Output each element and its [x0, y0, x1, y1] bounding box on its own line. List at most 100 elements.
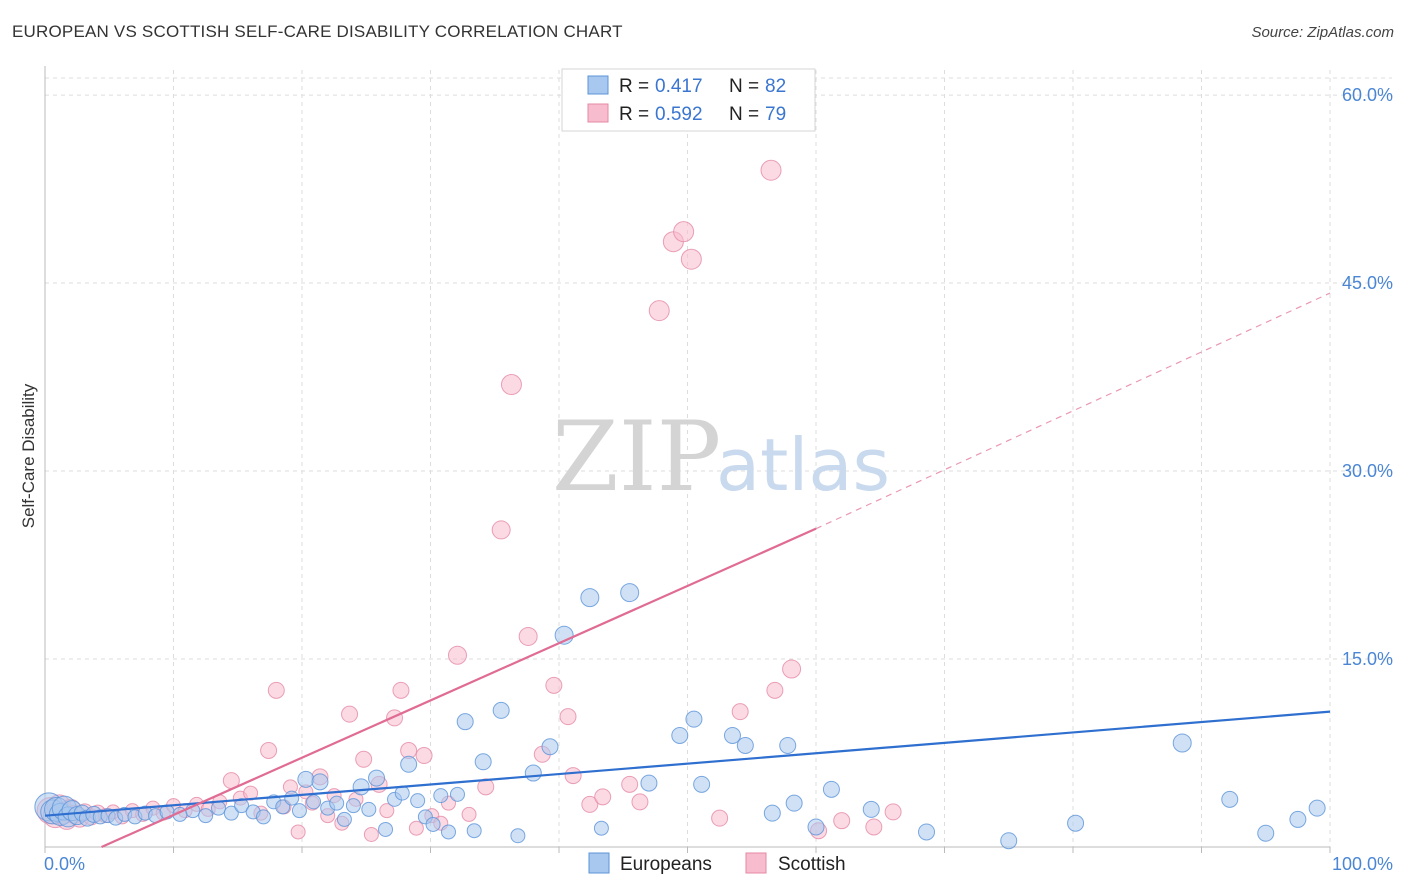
- european-points: [34, 583, 1326, 850]
- european-point: [1067, 814, 1085, 832]
- scottish-point: [363, 826, 379, 842]
- y-axis-label: Self-Care Disability: [19, 383, 38, 528]
- scottish-point: [631, 793, 649, 811]
- european-point: [693, 775, 711, 793]
- y-tick-label: 30.0%: [1342, 461, 1393, 481]
- scottish-point: [766, 681, 784, 699]
- legend-swatch-scottish: [587, 103, 609, 123]
- bottom-legend-scottish: Scottish: [778, 854, 846, 875]
- scottish-point: [711, 809, 729, 827]
- legend-r-label: R =: [619, 104, 649, 125]
- european-point: [510, 828, 526, 844]
- european-point: [456, 713, 474, 731]
- scottish-trend-line: [101, 527, 817, 849]
- european-point: [234, 798, 250, 814]
- european-point: [400, 755, 418, 773]
- european-point: [580, 588, 600, 608]
- scottish-point: [559, 708, 577, 726]
- european-point: [466, 823, 482, 839]
- european-point: [336, 811, 352, 827]
- european-point: [524, 764, 542, 782]
- scottish-point: [260, 742, 278, 760]
- watermark-atlas: atlas: [716, 423, 890, 507]
- bottom-legend-europeans: Europeans: [620, 854, 712, 875]
- european-point: [291, 803, 307, 819]
- scottish-point: [621, 775, 639, 793]
- chart-title: EUROPEAN VS SCOTTISH SELF-CARE DISABILIT…: [12, 22, 623, 41]
- european-point: [1221, 790, 1239, 808]
- european-point: [862, 800, 880, 818]
- legend-n-label: N =: [729, 76, 759, 97]
- x-tick-label: 100.0%: [1332, 854, 1393, 874]
- scottish-point: [447, 645, 467, 665]
- european-point: [620, 583, 640, 603]
- x-tick-labels: 0.0% 100.0%: [44, 854, 1393, 874]
- legend-box: R = 0.417 N = 82 R = 0.592 N = 79: [561, 68, 816, 132]
- y-tick-label: 45.0%: [1342, 273, 1393, 293]
- european-point: [410, 793, 426, 809]
- scottish-point: [782, 659, 802, 679]
- source-label: Source: ZipAtlas.com: [1251, 24, 1394, 41]
- scottish-point: [355, 750, 373, 768]
- bottom-legend-swatch-europeans: [588, 852, 610, 874]
- european-point: [1172, 733, 1192, 753]
- scottish-point: [760, 159, 782, 181]
- scottish-point: [392, 681, 410, 699]
- scottish-point: [594, 788, 612, 806]
- european-point: [474, 753, 492, 771]
- scottish-point: [833, 812, 851, 830]
- legend-n-value: 79: [765, 104, 786, 125]
- european-point: [541, 738, 559, 756]
- european-point: [433, 788, 449, 804]
- european-point: [1289, 810, 1307, 828]
- european-point: [297, 770, 315, 788]
- european-point: [785, 794, 803, 812]
- european-point: [198, 808, 214, 824]
- axes: [44, 66, 1331, 853]
- scottish-point: [341, 705, 359, 723]
- legend-r-label: R =: [619, 76, 649, 97]
- european-point: [918, 823, 936, 841]
- scottish-point: [680, 248, 702, 270]
- grid-lines: [45, 70, 1392, 847]
- european-point: [361, 801, 377, 817]
- scottish-point: [518, 626, 538, 646]
- scottish-point: [491, 520, 511, 540]
- european-point: [311, 773, 329, 791]
- european-point: [807, 818, 825, 836]
- european-point: [736, 736, 754, 754]
- european-point: [345, 798, 361, 814]
- trend-lines: [44, 292, 1331, 849]
- legend-r-value: 0.417: [655, 76, 703, 97]
- european-point: [378, 821, 394, 837]
- european-point: [640, 774, 658, 792]
- scottish-point: [731, 703, 749, 721]
- european-point: [822, 780, 840, 798]
- european-point: [1000, 832, 1018, 850]
- european-point: [763, 804, 781, 822]
- scottish-point: [581, 795, 599, 813]
- scottish-point: [267, 681, 285, 699]
- scottish-point: [564, 767, 582, 785]
- scottish-point: [884, 803, 902, 821]
- bottom-legend: Europeans Scottish: [588, 852, 846, 875]
- scottish-point: [461, 806, 477, 822]
- european-point: [352, 778, 370, 796]
- scottish-point: [408, 820, 424, 836]
- european-trend-line: [44, 710, 1331, 817]
- watermark: ZIP atlas: [552, 401, 890, 513]
- european-point: [275, 799, 291, 815]
- bottom-legend-swatch-scottish: [745, 852, 767, 874]
- scottish-point: [673, 221, 695, 243]
- european-point: [329, 795, 345, 811]
- scottish-point: [865, 818, 883, 836]
- y-tick-label: 15.0%: [1342, 649, 1393, 669]
- scottish-point: [545, 676, 563, 694]
- scottish-point: [500, 374, 522, 396]
- scottish-point: [415, 747, 433, 765]
- scottish-point: [379, 803, 395, 819]
- european-point: [492, 701, 510, 719]
- european-point: [1257, 824, 1275, 842]
- european-point: [425, 816, 441, 832]
